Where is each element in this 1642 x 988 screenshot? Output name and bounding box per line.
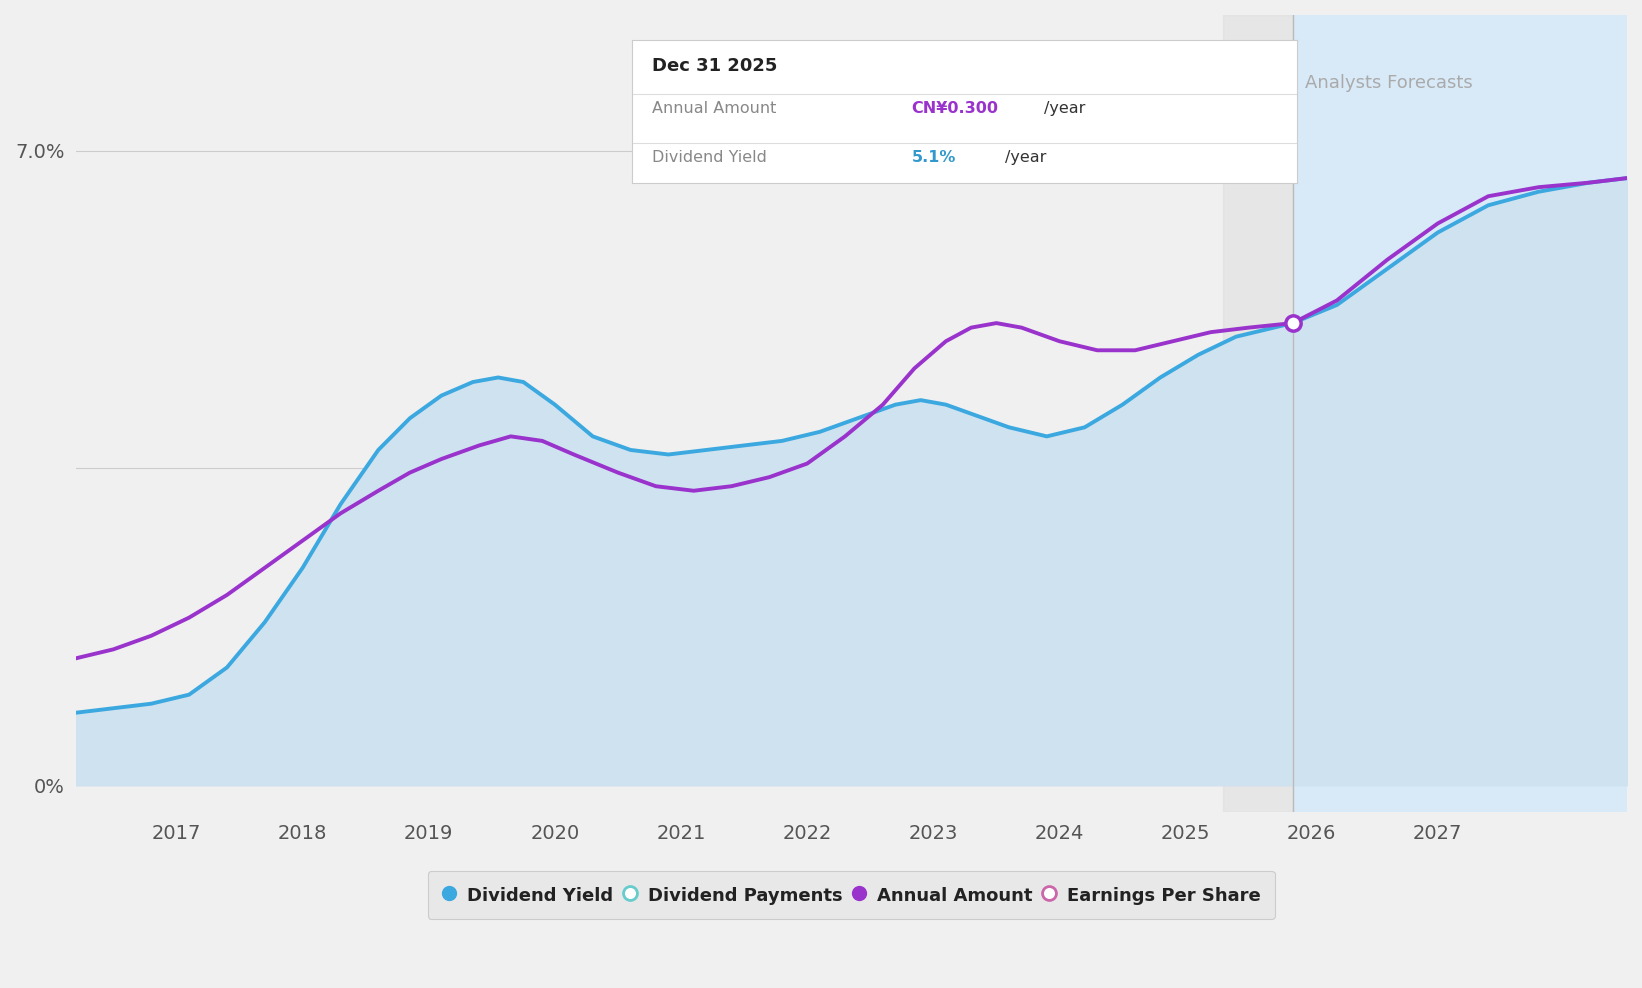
Text: Analysts Forecasts: Analysts Forecasts <box>1305 74 1473 92</box>
Legend: Dividend Yield, Dividend Payments, Annual Amount, Earnings Per Share: Dividend Yield, Dividend Payments, Annua… <box>429 870 1274 919</box>
Bar <box>1223 15 1292 812</box>
Bar <box>1292 15 1627 812</box>
Text: Past: Past <box>1250 74 1286 92</box>
Text: /year: /year <box>1044 101 1085 117</box>
Text: 5.1%: 5.1% <box>911 150 956 165</box>
Text: Annual Amount: Annual Amount <box>652 101 777 117</box>
Text: CN¥0.300: CN¥0.300 <box>911 101 998 117</box>
Text: Dec 31 2025: Dec 31 2025 <box>652 56 778 75</box>
Text: /year: /year <box>1005 150 1046 165</box>
Text: Dividend Yield: Dividend Yield <box>652 150 767 165</box>
